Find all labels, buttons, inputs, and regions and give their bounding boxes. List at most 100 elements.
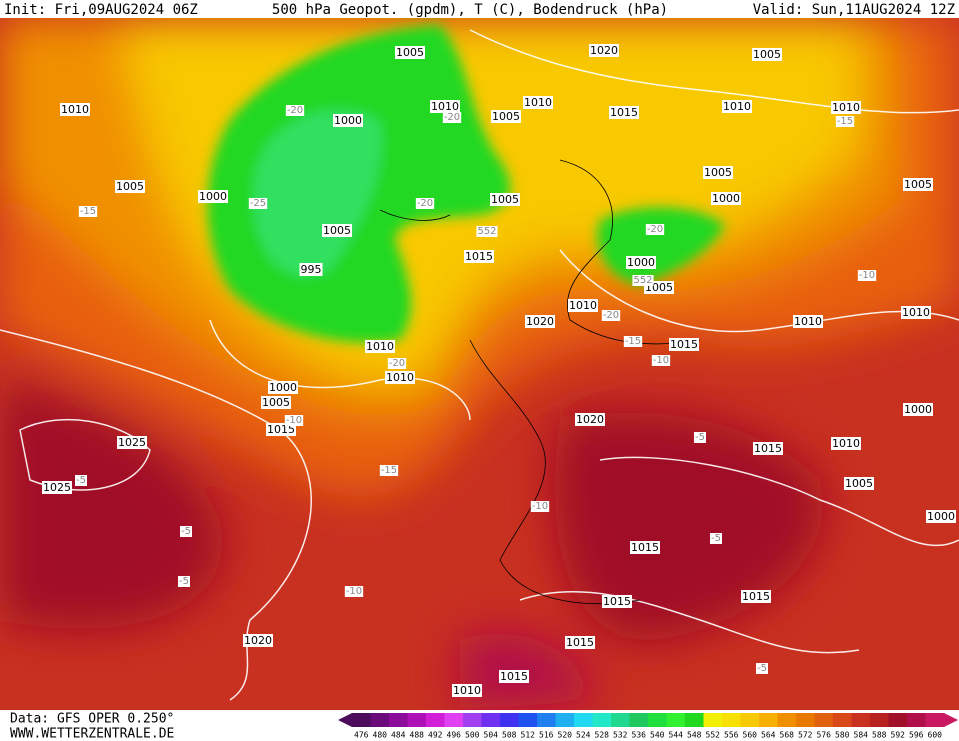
scale-label: 592 [891,731,906,740]
temperature-label: -20 [389,358,405,369]
map-title: 500 hPa Geopot. (gpdm), T (C), Bodendruc… [272,2,668,18]
pressure-label-box [464,250,494,263]
scale-swatch [796,713,815,727]
temperature-label: -15 [80,206,96,217]
pressure-label-box [568,299,598,312]
scale-swatch [648,713,667,727]
pressure-label: 1015 [670,338,698,351]
scale-swatch [352,713,371,727]
temperature-label-box [694,432,706,443]
temperature-label-box [530,501,550,512]
pressure-label: 1000 [334,114,362,127]
scale-swatch [722,713,741,727]
pressure-label-box [117,436,147,449]
temperature-label: -10 [346,586,362,597]
scale-label: 588 [872,731,887,740]
scale-swatch [703,713,723,727]
pressure-label-box [669,338,699,351]
pressure-label-box [589,44,619,57]
pressure-label-box [243,634,273,647]
scale-swatch [666,713,686,727]
pressure-label: 1005 [491,193,519,206]
pressure-label: 1015 [603,595,631,608]
temperature-label: -5 [76,475,86,486]
scale-label: 520 [558,731,573,740]
scale-label: 504 [484,731,499,740]
scale-swatch [463,713,482,727]
scale-swatch [925,713,945,727]
scale-label: 484 [391,731,406,740]
pressure-label-box [901,306,931,319]
pressure-label-box [499,670,529,683]
temperature-label-box [651,355,671,366]
scale-swatch [833,713,852,727]
scale-label: 480 [373,731,388,740]
pressure-label: 1000 [199,190,227,203]
website: WWW.WETTERZENTRALE.DE [10,727,174,741]
scale-label: 512 [521,731,536,740]
temperature-label: -5 [181,526,191,537]
scale-label: 508 [502,731,517,740]
temperature-label: 552 [633,275,652,286]
pressure-label-box [430,100,460,113]
pressure-label-box [741,590,771,603]
pressure-label-box [609,106,639,119]
pressure-label-box [299,263,323,276]
scale-label: 540 [650,731,665,740]
scale-swatch [518,713,538,727]
temperature-label-box [632,275,654,286]
pressure-label-box [626,256,656,269]
temperature-label: -25 [250,198,266,209]
temperature-label-box [379,465,399,476]
scale-swatch [500,713,519,727]
pressure-label: 1005 [845,477,873,490]
pressure-label-box [831,437,861,450]
scale-swatch [870,713,889,727]
pressure-label-box [268,381,298,394]
pressure-label: 1010 [832,101,860,114]
scale-swatch [537,713,556,727]
temperature-label-box [623,336,643,347]
pressure-label: 1025 [43,481,71,494]
temperature-label-box [756,663,768,674]
pressure-label: 1020 [244,634,272,647]
scale-swatch [740,713,760,727]
pressure-label-box [365,340,395,353]
pressure-label-box [831,101,861,114]
temperature-label: -15 [625,336,641,347]
temperature-label-box [835,116,855,127]
temperature-label: -10 [286,415,302,426]
temperature-label: -5 [695,432,705,443]
scale-swatch [777,713,797,727]
pressure-label-box [630,541,660,554]
temperature-label: -10 [532,501,548,512]
temperature-label: -20 [287,105,303,116]
scale-swatch [407,713,427,727]
pressure-label: 1010 [366,340,394,353]
pressure-label: 1015 [631,541,659,554]
pressure-label-box [565,636,595,649]
pressure-label: 1010 [386,371,414,384]
pressure-label-box [523,96,553,109]
pressure-label: 1005 [704,166,732,179]
pressure-label: 1020 [576,413,604,426]
scale-swatch [685,713,704,727]
pressure-label: 1015 [267,423,295,436]
pressure-label-box [395,46,425,59]
scale-arrow-left [338,713,352,727]
pressure-label-box [753,442,783,455]
scale-label: 596 [909,731,924,740]
pressure-label: 1000 [904,403,932,416]
scale-label: 560 [743,731,758,740]
scale-label: 580 [835,731,850,740]
scale-label: 584 [854,731,869,740]
pressure-label-box [926,510,956,523]
scale-swatch [481,713,501,727]
pressure-label: 1015 [566,636,594,649]
temperature-label: -20 [417,198,433,209]
pressure-label-box [60,103,90,116]
scale-label: 524 [576,731,591,740]
pressure-label: 1015 [500,670,528,683]
temperature-label-box [285,105,305,116]
scale-label: 516 [539,731,554,740]
